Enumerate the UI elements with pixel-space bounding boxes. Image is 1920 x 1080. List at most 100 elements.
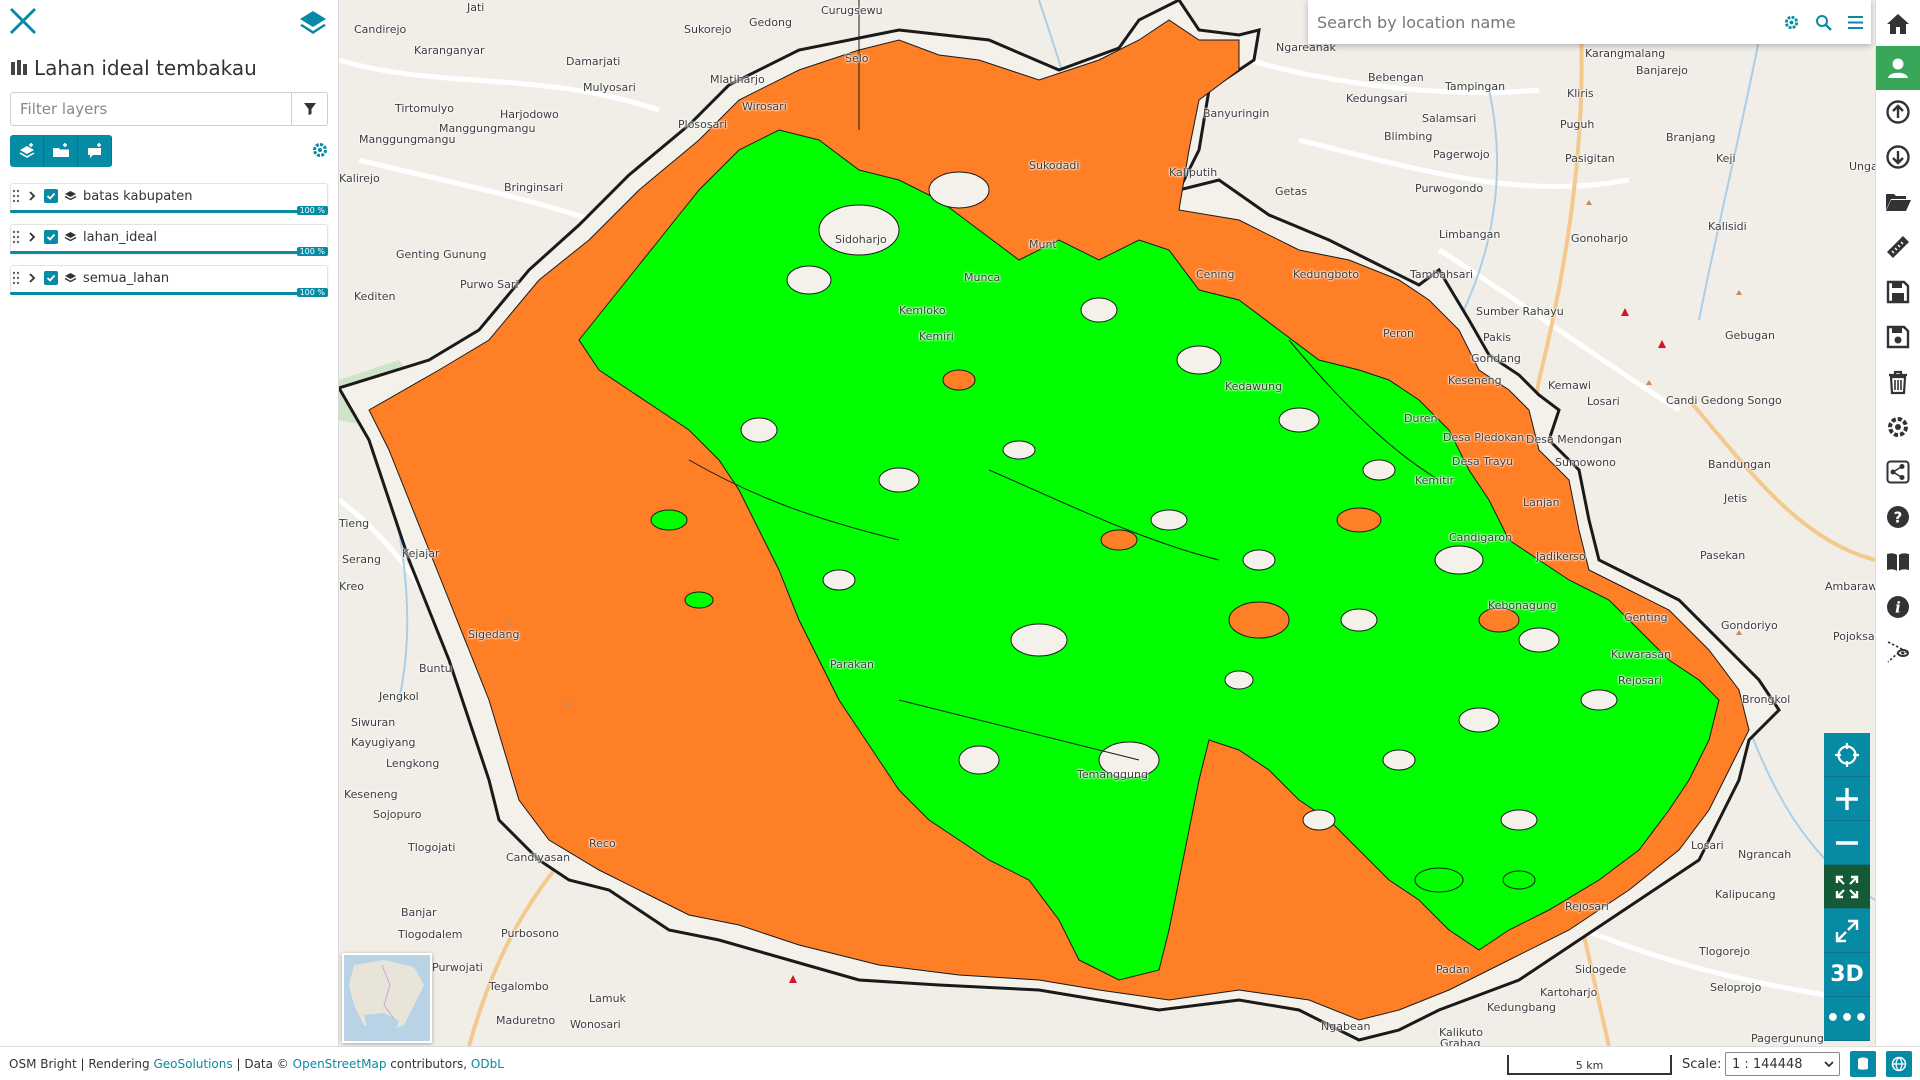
close-panel-button[interactable] (6, 4, 40, 38)
opacity-slider[interactable] (10, 251, 328, 254)
search-button[interactable] (1807, 0, 1839, 44)
place-label: Tambahsari (1410, 268, 1474, 281)
minus-icon (1836, 840, 1858, 845)
upload-button[interactable] (1876, 90, 1920, 134)
map-canvas[interactable]: Candirejo Karanganyar Jati Sukorejo Gedo… (339, 0, 1875, 1046)
about-button[interactable]: i (1876, 585, 1920, 629)
help-button[interactable]: ? (1876, 495, 1920, 539)
user-button[interactable] (1876, 46, 1920, 90)
share-button[interactable] (1876, 450, 1920, 494)
drag-handle-icon[interactable] (12, 230, 20, 244)
globe-button[interactable] (1886, 1051, 1912, 1077)
save-as-button[interactable] (1876, 315, 1920, 359)
upload-icon (1886, 100, 1910, 124)
search-input[interactable] (1308, 12, 1775, 32)
home-button[interactable] (1876, 2, 1920, 46)
scale-value: 1 : 144448 (1732, 1056, 1803, 1072)
search-settings-button[interactable] (1775, 0, 1807, 44)
place-label: Manggungmangu (439, 122, 536, 135)
filter-button[interactable] (291, 93, 327, 125)
folder-open-icon (1886, 194, 1911, 211)
toc-settings-button[interactable] (311, 141, 329, 159)
place-label: Kediten (354, 290, 396, 303)
openstreetmap-link[interactable]: OpenStreetMap (292, 1057, 387, 1071)
layer-name: semua_lahan (83, 270, 170, 286)
layer-visibility-checkbox[interactable] (44, 230, 58, 244)
toggle-3d-button[interactable]: 3D (1824, 953, 1870, 997)
place-label: Kebonagung (1488, 599, 1557, 612)
zoom-to-extent-button[interactable] (1824, 865, 1870, 909)
place-label: Pagergunung (1751, 1032, 1824, 1045)
layer-row-lahan-ideal[interactable]: lahan_ideal 100 % (10, 224, 328, 258)
zoom-in-button[interactable] (1824, 777, 1870, 821)
place-label: Blimbing (1384, 130, 1433, 143)
open-button[interactable] (1876, 180, 1920, 224)
layers-icon[interactable] (298, 8, 328, 38)
save-button[interactable] (1876, 270, 1920, 314)
opacity-slider[interactable] (10, 210, 328, 213)
place-label: Damarjati (566, 55, 621, 68)
place-label: Serang (342, 553, 381, 566)
place-label: Ambarawa (1825, 580, 1875, 593)
layer-row-batas-kabupaten[interactable]: batas kabupaten 100 % (10, 183, 328, 217)
scale-label: Scale: (1682, 1057, 1722, 1072)
add-annotation-button[interactable] (78, 135, 112, 167)
place-label: Desa Trayu (1452, 455, 1514, 468)
chevron-down-icon (1824, 1061, 1834, 1068)
layer-visibility-checkbox[interactable] (44, 189, 58, 203)
basemap-name: OSM Bright (9, 1057, 77, 1071)
layer-toolbar (10, 135, 112, 167)
place-label: Kemitir (1415, 474, 1455, 487)
place-label: Sidogede (1575, 963, 1627, 976)
place-label: Siwuran (351, 716, 396, 729)
layer-row-semua-lahan[interactable]: semua_lahan 100 % (10, 265, 328, 299)
place-label: Karangmalang (1585, 47, 1666, 60)
delete-button[interactable] (1876, 360, 1920, 404)
chevron-right-icon[interactable] (26, 231, 38, 243)
more-tools-button[interactable]: ••• (1824, 997, 1870, 1041)
locate-button[interactable] (1824, 733, 1870, 777)
place-label: Keseneng (344, 788, 398, 801)
search-menu-button[interactable] (1839, 0, 1871, 44)
geosolutions-link[interactable]: GeoSolutions (153, 1057, 233, 1071)
place-label: Desa Pledokan (1443, 431, 1525, 444)
help-icon: ? (1887, 506, 1909, 528)
place-label: Temanggung (1077, 768, 1148, 781)
data-prefix: | Data © (236, 1057, 289, 1071)
place-label: Rejosari (1565, 900, 1609, 913)
chevron-right-icon[interactable] (26, 272, 38, 284)
add-group-button[interactable] (44, 135, 78, 167)
place-label: Kreo (339, 580, 364, 593)
place-label: Kuwarasan (1611, 648, 1672, 661)
chevron-right-icon[interactable] (26, 190, 38, 202)
identify-button[interactable] (1876, 630, 1920, 674)
opacity-value: 100 % (296, 206, 328, 215)
odbl-link[interactable]: ODbL (470, 1057, 504, 1071)
tutorial-button[interactable] (1876, 540, 1920, 584)
gear-icon (1784, 15, 1798, 29)
place-label: Ngareanak (1276, 41, 1336, 54)
settings-button[interactable] (1876, 405, 1920, 449)
scale-select[interactable]: 1 : 144448 (1725, 1052, 1840, 1076)
fullscreen-button[interactable] (1824, 909, 1870, 953)
menu-icon (1847, 15, 1863, 29)
opacity-slider[interactable] (10, 292, 328, 295)
crs-selector-button[interactable] (1850, 1051, 1876, 1077)
filter-layers-input[interactable] (11, 93, 291, 125)
home-icon (1887, 14, 1909, 34)
layer-visibility-checkbox[interactable] (44, 271, 58, 285)
add-layer-button[interactable] (10, 135, 44, 167)
scale-bar: 5 km (1507, 1055, 1672, 1075)
search-bar (1308, 0, 1871, 44)
place-label: Candigaron (1449, 531, 1513, 544)
measure-button[interactable] (1876, 225, 1920, 269)
place-label: Kemiri (919, 330, 954, 343)
drag-handle-icon[interactable] (12, 189, 20, 203)
map-title-text: Lahan ideal tembakau (34, 56, 257, 80)
overview-minimap[interactable] (342, 953, 432, 1043)
place-label: Curugsewu (821, 4, 883, 17)
drag-handle-icon[interactable] (12, 271, 20, 285)
layer-icon (64, 190, 77, 200)
zoom-out-button[interactable] (1824, 821, 1870, 865)
download-button[interactable] (1876, 135, 1920, 179)
